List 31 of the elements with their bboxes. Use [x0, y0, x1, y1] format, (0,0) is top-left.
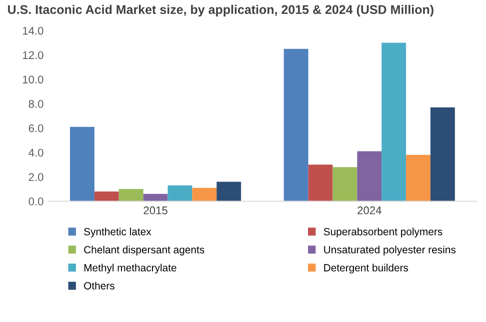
legend-label: Detergent builders — [324, 264, 408, 274]
bar — [94, 192, 119, 202]
y-tick-label: 8.0 — [28, 100, 44, 108]
bar — [168, 185, 192, 202]
bar — [357, 151, 382, 202]
y-tick-label: 0.0 — [28, 198, 44, 206]
bar — [382, 42, 406, 202]
legend-label: Unsaturated polyester resins — [324, 246, 456, 256]
y-tick-label: 2.0 — [28, 173, 44, 182]
legend-label: Chelant dispersant agents — [84, 246, 204, 256]
y-tick-label: 4.0 — [28, 148, 44, 157]
bar — [216, 182, 242, 202]
bar — [192, 188, 217, 202]
y-tick-label: 6.0 — [28, 124, 44, 132]
y-tick-label: 14.0 — [22, 26, 44, 35]
y-tick-label: 12.0 — [22, 51, 44, 60]
x-tick-label: 2015 — [144, 206, 168, 214]
legend-label: Others — [84, 282, 114, 290]
bar — [284, 48, 308, 202]
legend-label: Superabsorbent polymers — [324, 228, 442, 238]
bar — [332, 167, 358, 202]
bar — [70, 126, 94, 202]
chart-title: U.S. Itaconic Acid Market size, by application, 2015 & 2024 (USD Million) — [8, 4, 434, 16]
legend-label: Synthetic latex — [84, 228, 152, 238]
bar — [308, 164, 333, 202]
bar — [406, 154, 430, 202]
bar — [430, 107, 455, 202]
legend-label: Methyl methacrylate — [84, 264, 176, 274]
bar — [118, 189, 144, 202]
x-tick-label: 2024 — [358, 206, 382, 214]
y-tick-label: 10.0 — [22, 76, 44, 84]
